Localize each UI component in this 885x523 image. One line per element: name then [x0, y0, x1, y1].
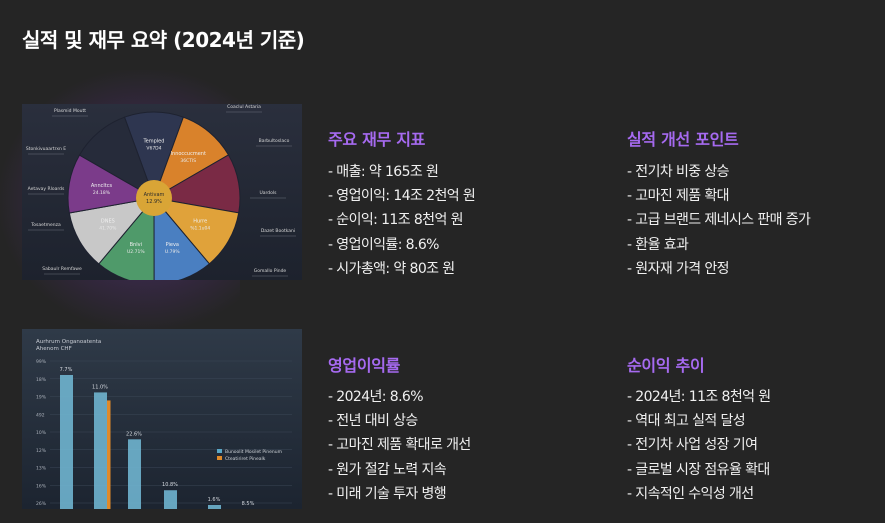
list-item: - 영업이익: 14조 2천억 원: [328, 188, 476, 205]
pie-segment-label: Bnlvi: [130, 242, 142, 248]
pie-segment-label: Hurre: [193, 219, 207, 225]
list-item: - 글로벌 시장 점유율 확대: [627, 461, 770, 478]
bar: [128, 439, 141, 509]
list-item: - 전기차 사업 성장 기여: [627, 437, 758, 454]
bar: [60, 375, 73, 509]
pie-segment-value: %1.1u04: [190, 226, 210, 232]
improvement-points-list: - 전기차 비중 상승 - 고마진 제품 확대 - 고급 브랜드 제네시스 판매…: [627, 160, 811, 281]
list-item: - 원자재 가격 안정: [627, 260, 730, 277]
operating-margin-list: - 2024년: 8.6% - 전년 대비 상승 - 고마진 제품 확대로 개선…: [328, 385, 471, 506]
bar: [208, 504, 221, 509]
section-title-key-metrics: 주요 재무 지표: [328, 130, 426, 149]
bar-value-label: 10.8%: [162, 482, 178, 488]
pie-center-value: 12.9%: [146, 199, 162, 205]
page-title: 실적 및 재무 요약 (2024년 기준): [22, 28, 305, 52]
pie-callout-label: Plasmid Moutt: [54, 108, 86, 114]
pie-segment-value: V67D4: [146, 146, 161, 152]
list-item: - 매출: 약 165조 원: [328, 164, 439, 180]
list-item: - 영업이익률: 8.6%: [328, 236, 439, 253]
pie-center-label: Antivam: [144, 192, 165, 198]
list-item: - 고급 브랜드 제네시스 판매 증가: [627, 212, 811, 229]
list-item: - 고마진 제품 확대로 개선: [328, 437, 471, 454]
y-tick-label: 13%: [36, 466, 47, 472]
list-item: - 미래 기술 투자 병행: [328, 485, 447, 502]
pie-segment-label: DNES: [101, 219, 115, 225]
legend-swatch: [217, 456, 222, 460]
list-item: - 전기차 비중 상승: [627, 164, 730, 180]
bar-value-label: 1.6%: [208, 497, 221, 503]
pie-chart-image: Templed V67D4 Innoccucment 36CTIS Hurre %1.1u…: [22, 104, 302, 280]
list-item: - 역대 최고 실적 달성: [627, 413, 746, 430]
pie-callout-label: Stonkivuaartrxn E: [26, 146, 66, 152]
y-tick-label: 10%: [36, 430, 47, 436]
list-item: - 순이익: 11조 8천억 원: [328, 212, 463, 229]
list-item: - 지속적인 수익성 개선: [627, 485, 754, 502]
pie-segment-value: 36CTIS: [180, 158, 196, 164]
bar-chart-title: Aurhrum Onganoatenta: [36, 339, 101, 345]
bar-value-label: 22.6%: [126, 431, 142, 437]
pie-segment-label: Innoccucment: [171, 151, 206, 157]
section-title-improvement-points: 실적 개선 포인트: [627, 130, 739, 149]
pie-segment-value: 24.18%: [93, 190, 111, 196]
pie-callout-label: Gomallo Pinde: [254, 268, 287, 274]
list-item: - 2024년: 8.6%: [328, 389, 424, 405]
bar-value-label: 7.7%: [60, 367, 73, 373]
pie-segment: [153, 196, 211, 280]
pie-segment-value: 41.70%: [99, 226, 117, 232]
bar-value-label: 8.5%: [242, 501, 255, 507]
y-tick-label: 99%: [36, 359, 47, 365]
list-item: - 시가총액: 약 80조 원: [328, 260, 455, 277]
list-item: - 고마진 제품 확대: [627, 188, 730, 205]
list-item: - 환율 효과: [627, 236, 689, 253]
bar-value-label: 11.0%: [92, 384, 108, 390]
bar-chart-title: Ahenom CHF: [36, 346, 72, 352]
pie-segment-label: Pieva: [166, 242, 179, 248]
y-tick-label: 16%: [36, 483, 47, 489]
pie-center: [136, 180, 172, 216]
pie-callout-label: Uardols: [259, 190, 277, 196]
pie-segment-label: Templed: [142, 139, 164, 145]
pie-callout-label: Sabaulr Remfawe: [42, 266, 82, 272]
pie-callout-label: Barbultoslaco: [259, 138, 290, 144]
list-item: - 2024년: 11조 8천억 원: [627, 389, 771, 405]
y-tick-label: 19%: [36, 395, 47, 401]
section-title-operating-margin: 영업이익률: [328, 356, 401, 375]
y-tick-label: 12%: [36, 448, 47, 454]
net-income-trend-list: - 2024년: 11조 8천억 원 - 역대 최고 실적 달성 - 전기차 사…: [627, 385, 771, 506]
legend-swatch: [217, 449, 222, 453]
bar-chart-image: Aurhrum Onganoatenta Ahenom CHF 99% 18% 19%…: [22, 329, 302, 509]
bar-accent: [107, 400, 111, 509]
y-tick-label: 18%: [36, 377, 47, 383]
pie-segment-value: U2.71%: [127, 249, 145, 255]
section-title-net-income-trend: 순이익 추이: [627, 356, 705, 375]
pie-segment: [78, 116, 155, 200]
legend-label: Cteatiriret Pinealk: [225, 456, 266, 462]
y-tick-label: 492: [36, 412, 45, 418]
pie-segment-value: U.79%: [165, 249, 180, 255]
pie-callout-label: Aetavay Rloards: [28, 186, 65, 192]
y-tick-label: 26%: [36, 501, 47, 507]
pie-callout-label: Coaclul Astaria: [227, 104, 261, 110]
pie-callout-label: Dazet Bootkani: [261, 228, 295, 234]
pie-callout-label: Tosaetmenza: [30, 222, 61, 228]
bar: [94, 392, 107, 509]
legend-label: Bunoolit Mosilet Pinenum: [225, 449, 282, 455]
key-metrics-list: - 매출: 약 165조 원 - 영업이익: 14조 2천억 원 - 순이익: …: [328, 160, 476, 281]
list-item: - 원가 절감 노력 지속: [328, 461, 447, 478]
list-item: - 전년 대비 상승: [328, 413, 418, 430]
bar: [164, 490, 177, 509]
pie-segment-label: Anncltcs: [91, 183, 113, 189]
